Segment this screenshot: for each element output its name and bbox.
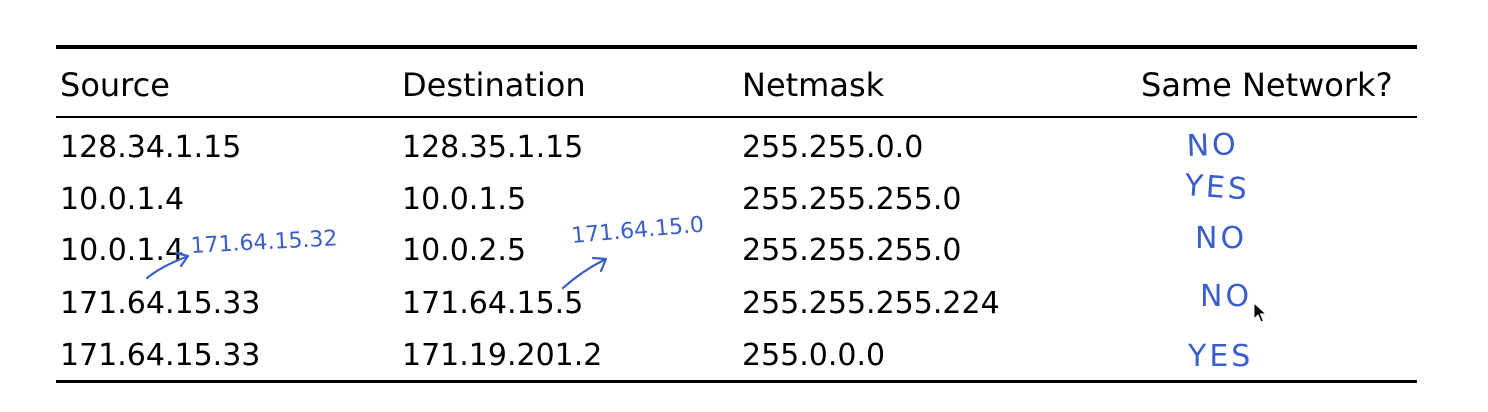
handwritten-answer: NO	[1200, 279, 1252, 314]
cell-source: 128.34.1.15	[60, 130, 242, 165]
handwritten-arrow	[561, 256, 608, 290]
cell-source: 171.64.15.33	[60, 338, 261, 373]
table-header-rule	[56, 116, 1417, 118]
mouse-cursor-icon	[1253, 302, 1267, 323]
handwritten-answer: NO	[1195, 221, 1247, 256]
cell-netmask: 255.255.255.224	[742, 286, 1000, 321]
handwritten-answer: NO	[1186, 127, 1239, 164]
table-top-rule	[56, 45, 1417, 49]
handwritten-note-destination: 171.64.15.0	[570, 212, 705, 248]
handwritten-note-source: 171.64.15.32	[190, 226, 338, 259]
cell-destination: 171.19.201.2	[402, 338, 603, 373]
header-source: Source	[60, 66, 170, 104]
header-same-network: Same Network?	[1141, 66, 1393, 104]
cell-netmask: 255.255.255.0	[742, 233, 962, 268]
cell-destination: 10.0.2.5	[402, 233, 527, 268]
cell-destination: 171.64.15.5	[402, 286, 584, 321]
cell-destination: 128.35.1.15	[402, 130, 584, 165]
header-destination: Destination	[402, 66, 586, 104]
table-bottom-rule	[56, 380, 1417, 383]
cell-source: 10.0.1.4	[60, 233, 185, 268]
handwritten-answer: YES	[1187, 339, 1253, 374]
cell-source: 10.0.1.4	[60, 182, 185, 217]
handwritten-answer: YES	[1182, 168, 1251, 208]
cell-netmask: 255.255.0.0	[742, 130, 924, 165]
cell-netmask: 255.0.0.0	[742, 338, 886, 373]
cell-netmask: 255.255.255.0	[742, 182, 962, 217]
cell-source: 171.64.15.33	[60, 286, 261, 321]
header-netmask: Netmask	[742, 66, 885, 104]
cell-destination: 10.0.1.5	[402, 182, 527, 217]
